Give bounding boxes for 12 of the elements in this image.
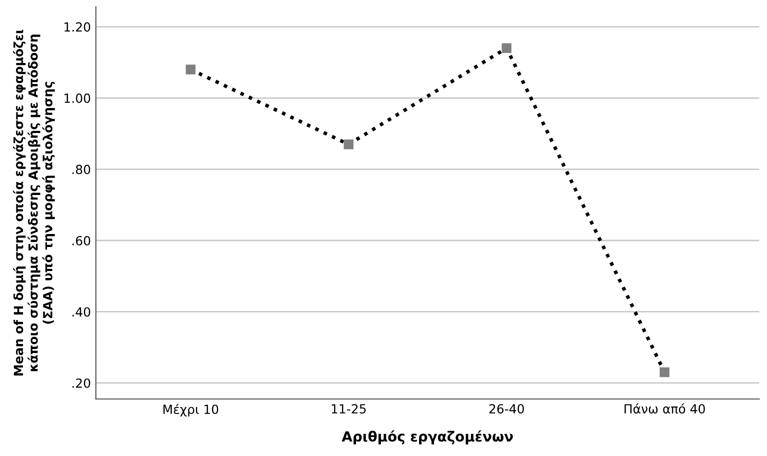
y-tick-label: .60 [72,236,90,246]
x-tick-label: 26-40 [489,404,524,414]
y-tick-label: 1.00 [64,93,90,103]
x-tick-label: 11-25 [332,404,366,414]
x-tick-label: Μέχρι 10 [163,404,218,416]
y-axis-title: Mean of Η δομή στην οποία εργάζεστε εφαρμόζει κάποιο σύστημα Σύνδεσης Αμοιβής με Απόδοση (ΣΑΑ) υπό την μορφή αξιολόγησης [13,30,55,376]
x-axis-title: Αριθμός εργαζομένων [342,430,513,444]
y-tick-label: 1.20 [64,22,90,32]
y-tick-label: .20 [72,378,90,388]
y-tick-label: .80 [72,164,90,174]
x-tick-label: Πάνω από 40 [624,403,705,414]
y-tick-label: .40 [72,307,90,317]
